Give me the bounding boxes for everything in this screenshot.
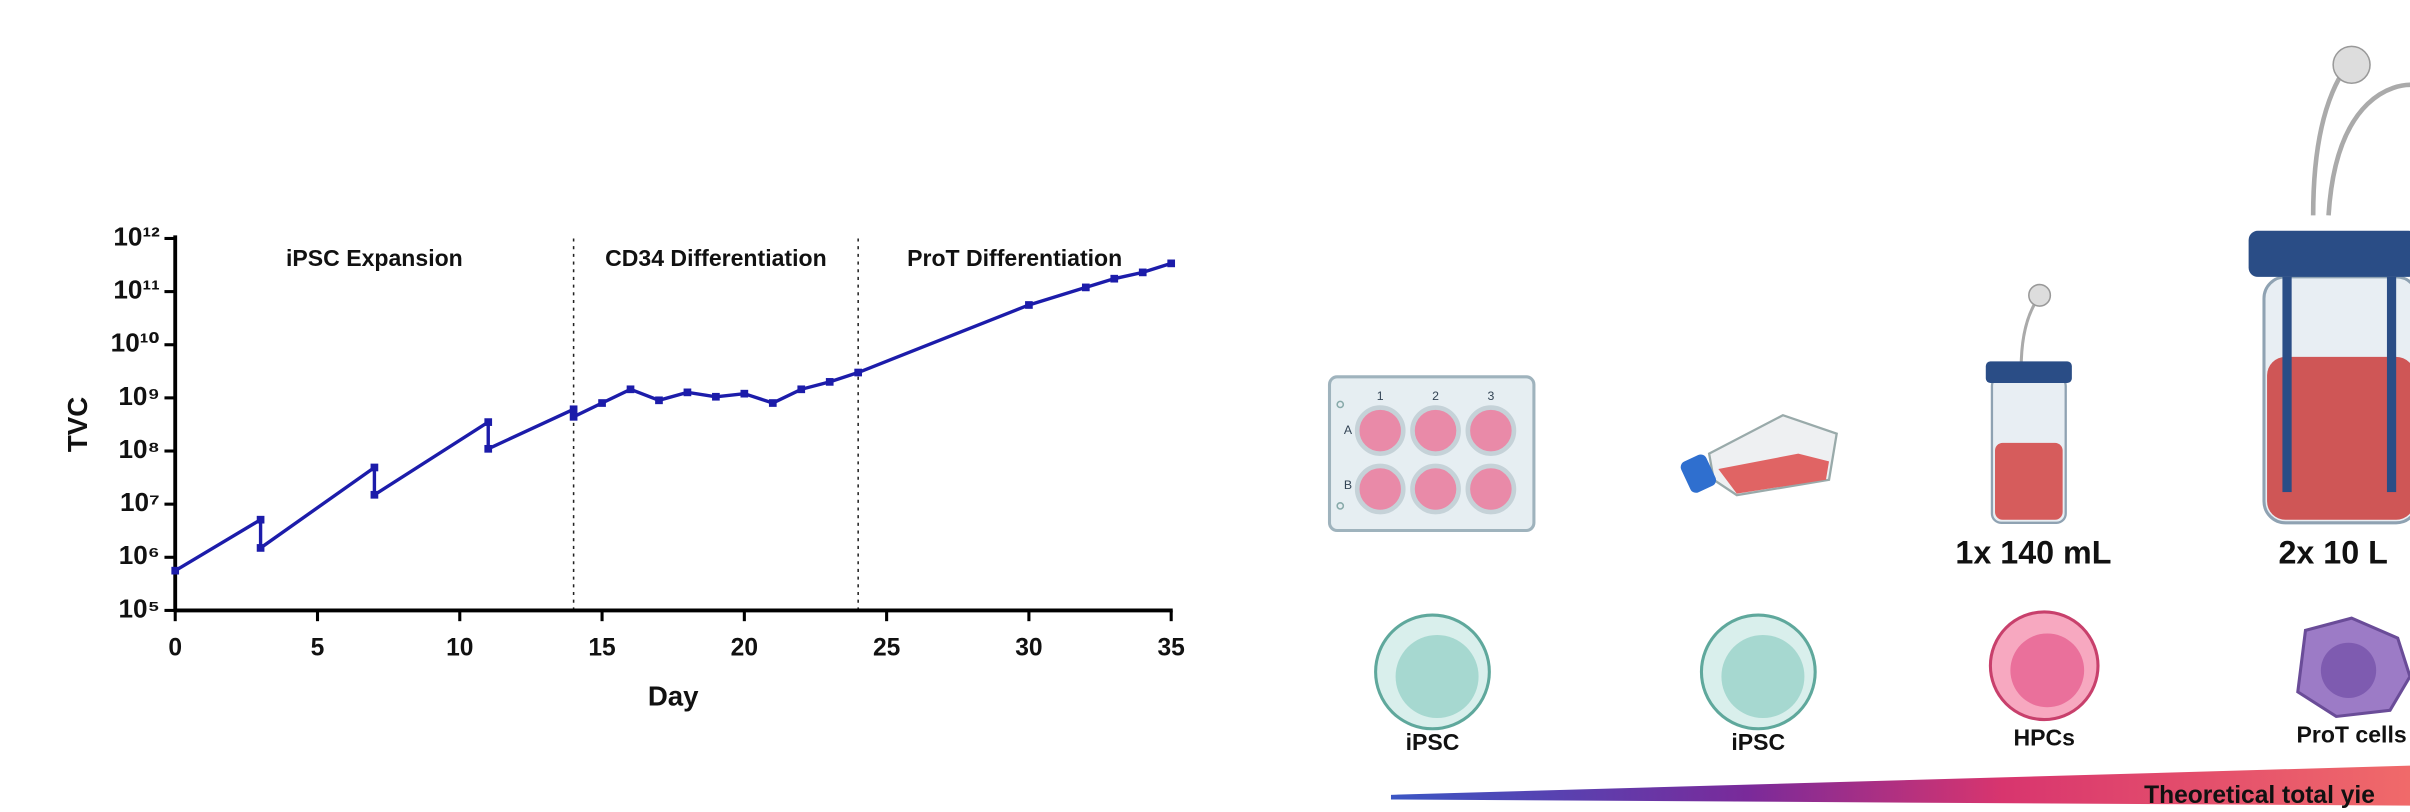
- figure: iPSC Expansion CD34 Differentiation ProT D…: [0, 0, 2410, 812]
- data-point: [655, 396, 663, 404]
- medium: [1995, 443, 2063, 520]
- lid: [1986, 361, 2072, 383]
- phase-label: iPSC Expansion: [286, 245, 463, 271]
- y-tick-label: 10¹⁰: [111, 328, 160, 358]
- y-tick-label: 10⁹: [118, 381, 159, 411]
- y-axis-label: TVC: [62, 397, 93, 452]
- x-axis-label: Day: [648, 680, 699, 711]
- phase-label: ProT Differentiation: [907, 245, 1122, 271]
- data-point: [826, 378, 834, 386]
- x-tick-label: 35: [1158, 634, 1185, 661]
- well: [1412, 466, 1458, 512]
- plate-col: 1: [1377, 389, 1384, 403]
- x-tick-label: 0: [168, 634, 182, 661]
- nucleus: [2321, 643, 2376, 698]
- data-point: [1139, 269, 1147, 277]
- well: [1468, 466, 1514, 512]
- data-point: [257, 544, 265, 552]
- data-line: [175, 263, 1171, 570]
- data-point: [570, 405, 578, 413]
- data-point: [797, 385, 805, 393]
- yield-label: Theoretical total yie: [2144, 782, 2375, 809]
- phase-label: CD34 Differentiation: [605, 245, 827, 271]
- cell-label: iPSC: [1731, 729, 1785, 755]
- data-point: [484, 445, 492, 453]
- y-tick-label: 10⁶: [119, 540, 160, 570]
- well: [1412, 408, 1458, 454]
- well: [1357, 408, 1403, 454]
- illustration: 1 2 3 A B 1x 140 mL 2x 10 L: [1329, 46, 2410, 811]
- data-point: [484, 418, 492, 426]
- y-tick-label: 10⁵: [119, 593, 160, 623]
- x-tick-label: 20: [731, 634, 758, 661]
- data-point: [712, 393, 720, 401]
- nucleus: [1721, 635, 1804, 718]
- cell-label: HPCs: [2013, 725, 2074, 751]
- flask: [1679, 415, 1837, 495]
- tube: [2313, 62, 2410, 216]
- cell-label: ProT cells: [2297, 722, 2407, 748]
- data-point: [371, 464, 379, 472]
- nucleus: [1396, 635, 1479, 718]
- y-tick-label: 10⁷: [120, 487, 160, 517]
- lid: [2249, 231, 2410, 277]
- y-tick-label: 10¹²: [113, 221, 160, 251]
- data-point: [598, 399, 606, 407]
- x-tick-label: 15: [588, 634, 615, 661]
- data-point: [854, 369, 862, 377]
- data-point: [1082, 284, 1090, 292]
- well: [1468, 408, 1514, 454]
- well: [1357, 466, 1403, 512]
- y-tick-label: 10¹¹: [113, 275, 159, 305]
- y-tick-label: 10⁸: [118, 434, 159, 464]
- plate-col: 2: [1432, 389, 1439, 403]
- data-point: [1167, 260, 1175, 268]
- plate-row: B: [1344, 478, 1352, 492]
- x-tick-label: 25: [873, 634, 900, 661]
- data-point: [1110, 275, 1118, 283]
- large-bioreactor: [2249, 46, 2410, 522]
- data-point: [740, 390, 748, 398]
- data-point: [1025, 301, 1033, 309]
- x-tick-label: 30: [1015, 634, 1042, 661]
- rod: [2387, 277, 2396, 492]
- filter: [2333, 46, 2370, 83]
- plate-row: A: [1344, 423, 1353, 437]
- data-point: [769, 399, 777, 407]
- cell-label: iPSC: [1406, 729, 1460, 755]
- nucleus: [2010, 633, 2084, 707]
- vessel-label: 2x 10 L: [2278, 535, 2387, 571]
- rod: [2282, 277, 2291, 492]
- data-point: [684, 389, 692, 397]
- data-point: [627, 385, 635, 393]
- data-point: [570, 413, 578, 421]
- filter: [2029, 285, 2051, 307]
- data-point: [257, 516, 265, 524]
- data-point: [171, 567, 179, 575]
- x-tick-label: 10: [446, 634, 473, 661]
- plate-col: 3: [1487, 389, 1494, 403]
- small-bioreactor: [1986, 285, 2072, 523]
- x-tick-label: 5: [311, 634, 325, 661]
- plot: iPSC Expansion CD34 Differentiation ProT D…: [62, 221, 1185, 711]
- data-point: [371, 491, 379, 499]
- vessel-label: 1x 140 mL: [1955, 535, 2111, 571]
